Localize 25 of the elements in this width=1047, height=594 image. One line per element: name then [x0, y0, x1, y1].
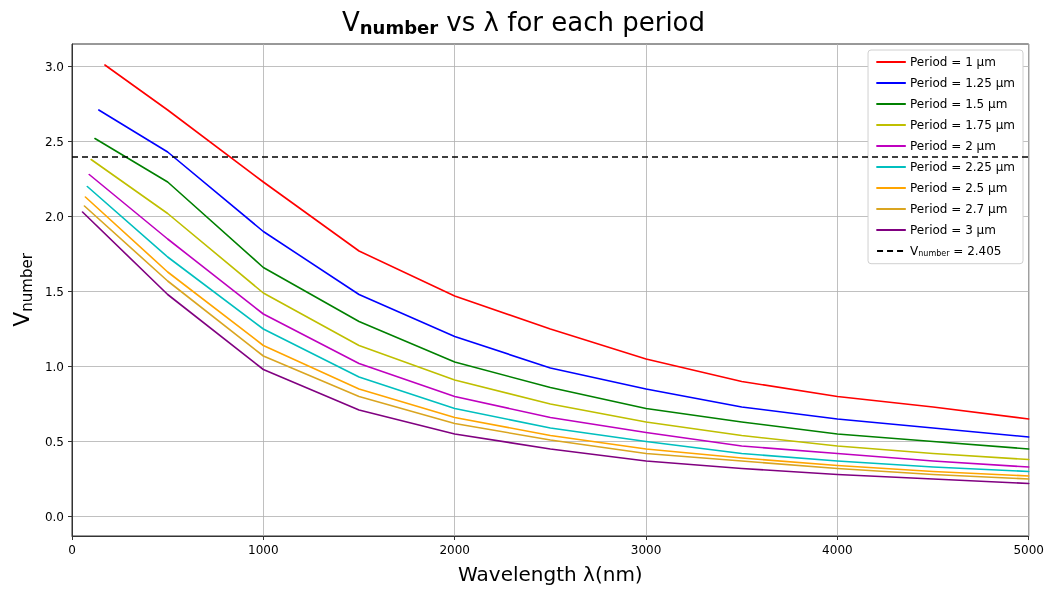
- y-axis-title: Vnumber: [9, 252, 36, 327]
- y-tick-label: 2.5: [44, 134, 64, 149]
- x-tick-label: 2000: [439, 543, 470, 557]
- y-tick-label: 2.0: [44, 209, 64, 224]
- y-tick-label: 1.0: [44, 359, 64, 374]
- legend-label: Period = 1 μm: [910, 55, 996, 69]
- y-tick-label: 3.0: [44, 59, 64, 74]
- y-tick-label: 0.5: [44, 434, 64, 449]
- legend-label: Period = 2.5 μm: [910, 181, 1008, 195]
- legend-label: Period = 1.75 μm: [910, 118, 1016, 132]
- y-tick-label: 1.5: [44, 284, 64, 299]
- legend-label: Period = 3 μm: [910, 223, 996, 237]
- legend-label: Period = 2.25 μm: [910, 160, 1016, 174]
- x-tick-label: 1000: [248, 543, 279, 557]
- legend-label: Vnumber = 2.405: [910, 244, 1002, 259]
- x-tick-label: 3000: [630, 543, 662, 557]
- x-tick-label: 5000: [1013, 543, 1044, 557]
- x-axis-title: Wavelength λ(nm): [458, 562, 643, 586]
- y-tick-label: 0.0: [44, 509, 64, 524]
- legend-label: Period = 1.25 μm: [910, 76, 1016, 90]
- x-tick-label: 4000: [822, 543, 853, 557]
- legend-label: Period = 2.7 μm: [910, 202, 1008, 216]
- legend-label: Period = 1.5 μm: [910, 97, 1008, 111]
- legend-label: Period = 2 μm: [910, 139, 996, 153]
- x-tick-label: 0: [68, 543, 76, 557]
